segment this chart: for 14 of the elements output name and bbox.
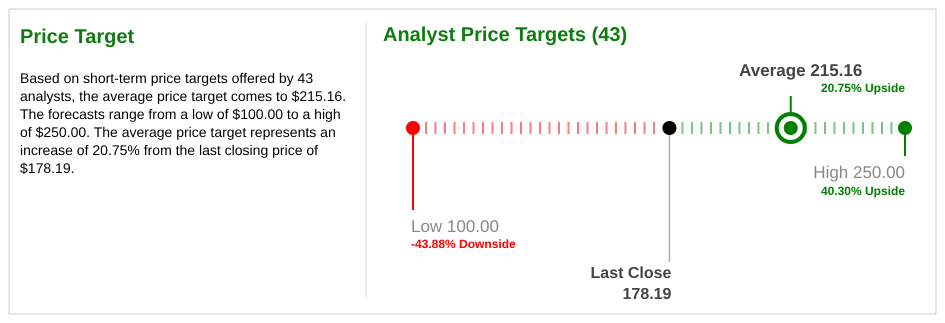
data-label: 215.16 — [810, 61, 862, 80]
text: -43.88% Downside — [411, 237, 516, 251]
text: Based on short-term price targets offered by 43 analysts, the average price target comes to $215.16. The forecasts range from a low of $100.00 to a high of $250.00. The average price target represents an increase of 20.75% from the last closing price of $178.19. — [20, 69, 348, 177]
text: Price Target — [20, 26, 136, 49]
data-label: 250.00 — [853, 163, 905, 182]
text: 40.30% Upside — [820, 184, 906, 198]
text: 20.75% Upside — [820, 81, 906, 95]
category-label: High — [813, 163, 848, 182]
category-label: Average — [739, 61, 806, 80]
data-label: 178.19 — [622, 286, 672, 303]
data-label: 100.00 — [446, 217, 499, 236]
text: Analyst Price Targets (43) — [383, 24, 628, 46]
category-label: Last Close — [590, 265, 672, 282]
category-label: Low — [411, 217, 442, 236]
